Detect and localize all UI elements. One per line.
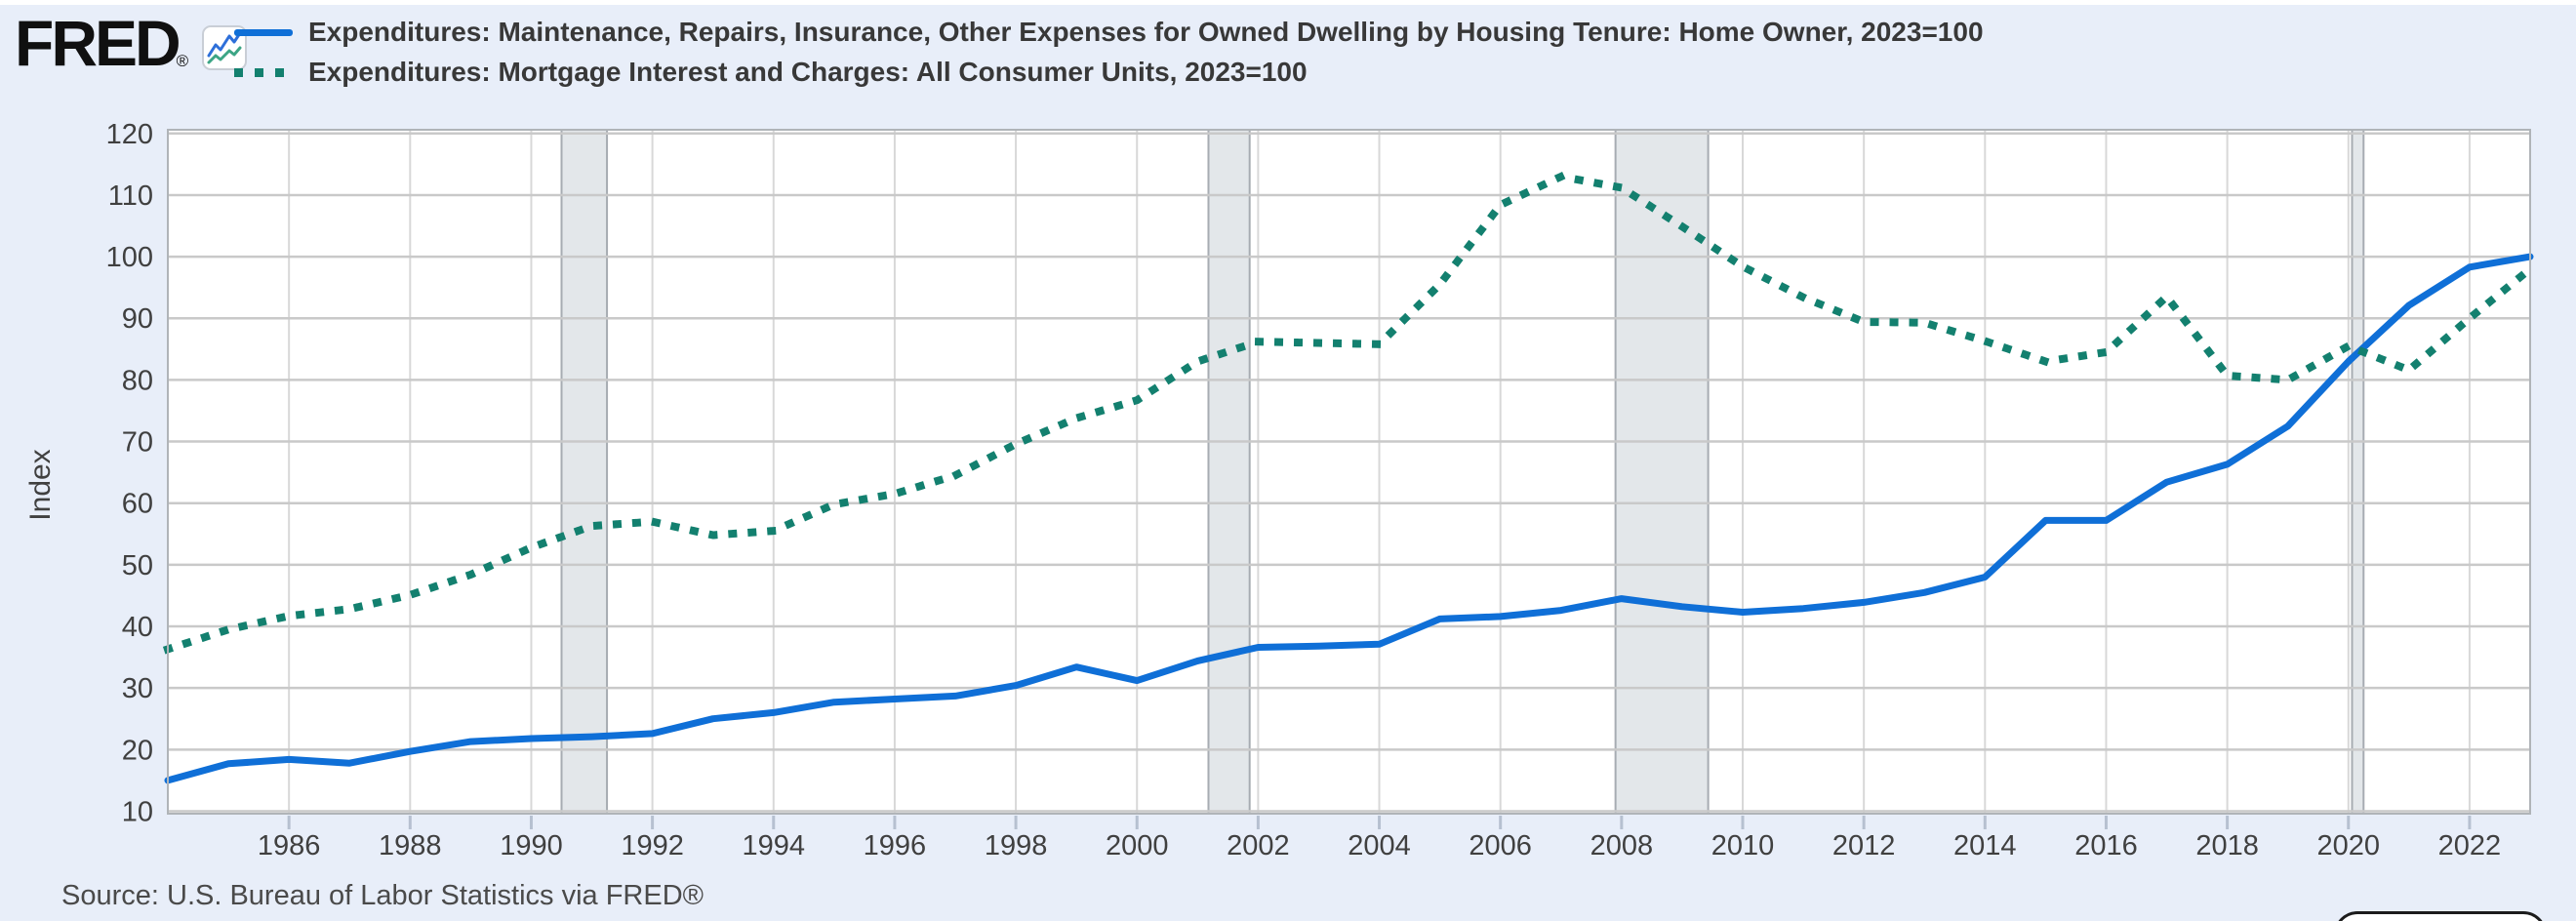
y-axis-tick-label: 60 bbox=[122, 489, 153, 520]
partially-visible-button[interactable] bbox=[2334, 911, 2547, 921]
x-axis-tick-label: 2012 bbox=[1832, 830, 1896, 861]
y-axis-tick-label: 70 bbox=[122, 427, 153, 459]
line-chart-icon bbox=[202, 25, 248, 75]
x-axis-tick-label: 1994 bbox=[743, 830, 806, 861]
recession-band bbox=[1615, 130, 1709, 814]
x-axis-tick-label: 2002 bbox=[1227, 830, 1290, 861]
y-axis-tick-label: 40 bbox=[122, 612, 153, 643]
legend-marker-solid-line bbox=[234, 28, 293, 36]
registered-mark: ® bbox=[176, 52, 189, 70]
x-axis-tick-label: 1988 bbox=[379, 830, 442, 861]
plot-area[interactable] bbox=[168, 130, 2530, 814]
recession-band bbox=[1208, 130, 1250, 814]
recession-band bbox=[2352, 130, 2364, 814]
y-axis-tick-label: 50 bbox=[122, 550, 153, 581]
x-axis-tick-label: 2022 bbox=[2438, 830, 2502, 861]
x-axis-tick-label: 2000 bbox=[1106, 830, 1169, 861]
y-axis-tick-label: 90 bbox=[122, 303, 153, 335]
x-axis-tick-label: 2018 bbox=[2195, 830, 2259, 861]
x-axis-tick-label: 2008 bbox=[1590, 830, 1654, 861]
x-axis-tick-label: 2016 bbox=[2074, 830, 2138, 861]
y-axis-tick-label: 80 bbox=[122, 365, 153, 396]
source-text: Source: U.S. Bureau of Labor Statistics … bbox=[61, 880, 704, 911]
y-axis-tick-label: 10 bbox=[122, 796, 153, 827]
y-axis-tick-label: 100 bbox=[106, 242, 153, 273]
x-axis-tick-label: 1996 bbox=[864, 830, 927, 861]
x-axis-tick-label: 1986 bbox=[258, 830, 321, 861]
y-axis-tick-label: 20 bbox=[122, 735, 153, 766]
x-axis-tick-label: 2004 bbox=[1348, 830, 1411, 861]
legend-label-series-2: Expenditures: Mortgage Interest and Char… bbox=[308, 57, 1308, 87]
legend-item-series-1: Expenditures: Maintenance, Repairs, Insu… bbox=[234, 16, 1984, 49]
series-line-2 bbox=[162, 173, 2536, 655]
x-axis-tick-label: 1998 bbox=[985, 830, 1048, 861]
plot-border bbox=[167, 129, 2531, 815]
fred-logo-text: FRED bbox=[15, 7, 181, 79]
x-axis-tick-label: 2014 bbox=[1953, 830, 2017, 861]
x-axis-tick-label: 2006 bbox=[1469, 830, 1532, 861]
series-line-1 bbox=[164, 253, 2534, 784]
x-axis-tick-label: 2010 bbox=[1711, 830, 1775, 861]
recession-band bbox=[561, 130, 608, 814]
legend-label-series-1: Expenditures: Maintenance, Repairs, Insu… bbox=[308, 17, 1984, 47]
top-divider bbox=[0, 0, 2576, 5]
x-axis-tick-label: 1992 bbox=[621, 830, 684, 861]
y-axis-tick-label: 120 bbox=[106, 119, 153, 150]
legend-marker-dotted-line bbox=[234, 67, 293, 77]
fred-logo: FRED ® bbox=[15, 7, 248, 79]
legend-item-series-2: Expenditures: Mortgage Interest and Char… bbox=[234, 56, 1308, 89]
x-axis-tick-label: 2020 bbox=[2317, 830, 2381, 861]
x-axis-tick-label: 1990 bbox=[500, 830, 563, 861]
y-axis-tick-label: 30 bbox=[122, 673, 153, 704]
y-axis-tick-label: 110 bbox=[108, 180, 153, 212]
